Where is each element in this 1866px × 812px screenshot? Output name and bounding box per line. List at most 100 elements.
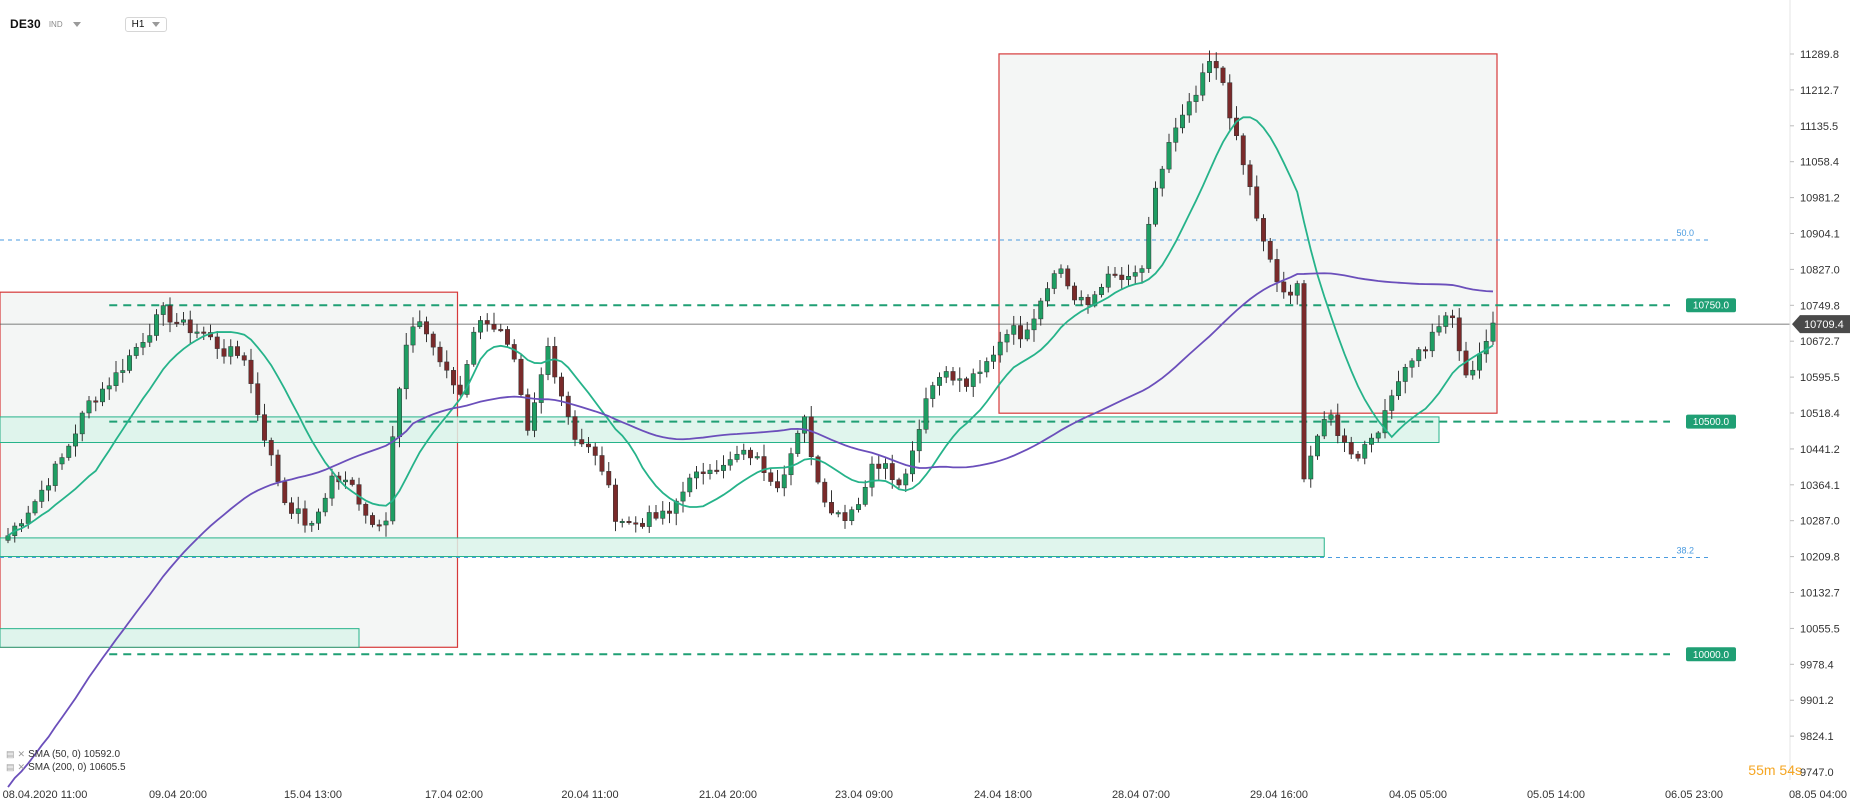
candle-body — [491, 324, 497, 330]
candle-body — [761, 456, 767, 473]
candle — [457, 375, 463, 397]
candle-body — [167, 305, 173, 323]
candle — [694, 466, 699, 490]
candle-body — [775, 481, 780, 489]
candle — [721, 455, 726, 479]
candle — [52, 461, 58, 492]
candle-body — [228, 346, 234, 357]
close-icon[interactable]: ✕ — [17, 749, 26, 759]
candle-body — [160, 305, 166, 315]
candle-body — [248, 359, 254, 384]
candle — [559, 372, 564, 406]
y-tick-label: 9901.2 — [1800, 695, 1834, 707]
candle — [707, 463, 713, 480]
candle — [322, 493, 328, 517]
candle — [1423, 346, 1428, 359]
candle-body — [795, 432, 801, 454]
candle-body — [849, 509, 855, 521]
candle-body — [1261, 218, 1266, 242]
candle-body — [46, 485, 51, 491]
candle — [241, 352, 247, 366]
candle-body — [781, 474, 787, 489]
candle — [1315, 434, 1320, 460]
candle-body — [268, 440, 274, 456]
candle-body — [79, 412, 85, 435]
candle — [741, 443, 747, 460]
symbol-label[interactable]: DE30 — [10, 17, 41, 31]
candle-body — [424, 321, 429, 335]
candle — [1038, 297, 1044, 326]
candle-body — [673, 500, 679, 514]
indicator-row-sma50[interactable]: ▤ ✕ SMA (50, 0) 10592.0 — [6, 748, 126, 761]
candle-body — [883, 463, 888, 469]
timeframe-select[interactable]: H1 — [124, 16, 168, 32]
candle-body — [1362, 444, 1368, 459]
candle-body — [680, 491, 686, 502]
fib-level-label: 38.2 — [1676, 545, 1694, 555]
candle-body — [451, 370, 456, 386]
current-price-tag — [1792, 315, 1850, 334]
indicator-row-sma200[interactable]: ▤ ✕ SMA (200, 0) 10605.5 — [6, 761, 126, 774]
candle — [842, 504, 848, 529]
candle-body — [991, 354, 996, 362]
candle-body — [910, 450, 915, 475]
y-tick-label: 11058.4 — [1800, 157, 1839, 169]
candle-body — [1018, 325, 1023, 340]
candle-body — [903, 473, 909, 486]
candle — [957, 367, 963, 392]
candle-body — [714, 469, 720, 472]
candle-body — [889, 463, 895, 480]
candle — [1112, 266, 1118, 278]
candle — [1213, 52, 1219, 80]
candle — [194, 323, 200, 339]
close-icon[interactable]: ✕ — [17, 762, 26, 772]
candle-body — [1213, 61, 1219, 69]
candle-body — [147, 335, 153, 343]
candle-body — [1389, 395, 1395, 411]
candle — [451, 366, 456, 394]
candle-body — [1038, 300, 1044, 320]
candle — [167, 297, 173, 333]
candle — [1281, 271, 1287, 299]
candle — [916, 419, 922, 463]
candle — [86, 396, 92, 419]
candle-body — [1375, 432, 1381, 439]
candle — [1335, 403, 1341, 444]
candle-body — [471, 331, 477, 365]
candle — [1288, 284, 1293, 305]
candle-body — [390, 436, 396, 522]
candle-body — [140, 342, 146, 348]
timeframe-label: H1 — [131, 18, 145, 30]
candle — [498, 323, 504, 333]
candle-body — [1254, 186, 1260, 219]
candle-body — [39, 489, 45, 502]
candle — [79, 410, 85, 442]
candle-body — [1024, 329, 1030, 340]
price-level-tag — [1686, 414, 1736, 429]
candle-body — [66, 445, 72, 458]
candle — [1227, 74, 1233, 130]
candle — [262, 403, 267, 447]
candle — [1186, 93, 1192, 123]
candle-body — [687, 477, 693, 493]
candle-body — [653, 512, 659, 519]
candle-body — [1355, 453, 1361, 459]
candle — [653, 504, 659, 521]
candle — [876, 455, 882, 481]
candle — [174, 313, 180, 327]
candle-body — [734, 453, 740, 460]
candle-body — [100, 388, 105, 403]
candle — [538, 367, 544, 414]
candle-body — [997, 341, 1003, 356]
candle-body — [235, 346, 240, 356]
candle-body — [417, 321, 423, 328]
x-tick-label: 21.04 20:00 — [699, 789, 757, 801]
settings-icon[interactable]: ▤ — [6, 749, 15, 759]
chevron-down-icon[interactable] — [72, 21, 81, 27]
candle — [1274, 248, 1280, 293]
candle — [599, 446, 605, 476]
candle — [113, 361, 119, 392]
candle-body — [289, 502, 294, 514]
settings-icon[interactable]: ▤ — [6, 762, 15, 772]
